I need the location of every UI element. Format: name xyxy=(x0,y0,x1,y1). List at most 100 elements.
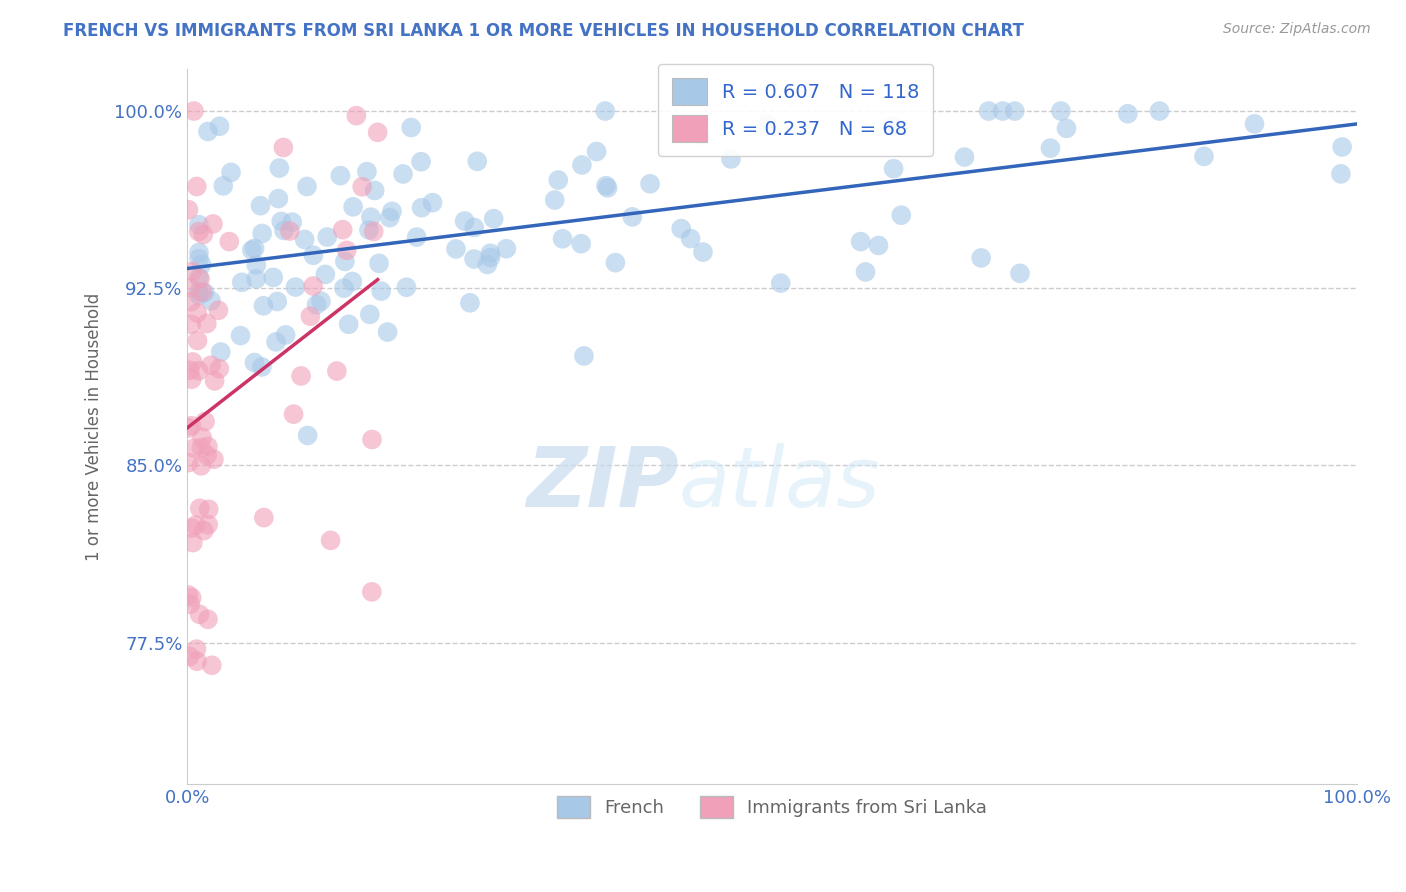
Point xyxy=(297,428,319,442)
Point xyxy=(305,298,328,312)
Point xyxy=(336,244,359,258)
Point xyxy=(197,124,219,138)
Point xyxy=(991,103,1014,118)
Point xyxy=(187,364,209,378)
Point xyxy=(605,255,627,269)
Point xyxy=(212,178,235,193)
Point xyxy=(453,214,475,228)
Point xyxy=(720,152,742,166)
Point xyxy=(188,501,211,516)
Point xyxy=(1330,167,1353,181)
Point xyxy=(593,103,616,118)
Point xyxy=(195,317,218,331)
Point xyxy=(551,232,574,246)
Point xyxy=(883,161,905,176)
Point xyxy=(187,225,209,239)
Point xyxy=(344,109,367,123)
Point xyxy=(180,294,202,309)
Y-axis label: 1 or more Vehicles in Household: 1 or more Vehicles in Household xyxy=(86,293,103,560)
Point xyxy=(405,230,427,244)
Point xyxy=(444,242,467,256)
Point xyxy=(188,285,211,299)
Point xyxy=(333,254,356,268)
Point xyxy=(890,208,912,222)
Point xyxy=(186,654,208,668)
Point xyxy=(180,521,202,535)
Point xyxy=(188,252,211,266)
Point xyxy=(183,103,205,118)
Point xyxy=(463,252,485,266)
Point xyxy=(572,349,595,363)
Point xyxy=(200,359,222,373)
Point xyxy=(621,210,644,224)
Point xyxy=(361,433,384,447)
Point xyxy=(755,117,778,131)
Point xyxy=(250,359,273,374)
Point xyxy=(186,179,208,194)
Text: FRENCH VS IMMIGRANTS FROM SRI LANKA 1 OR MORE VEHICLES IN HOUSEHOLD CORRELATION : FRENCH VS IMMIGRANTS FROM SRI LANKA 1 OR… xyxy=(63,22,1024,40)
Point xyxy=(201,658,224,673)
Point xyxy=(465,154,488,169)
Point xyxy=(193,227,215,242)
Point xyxy=(409,154,432,169)
Point xyxy=(180,591,202,605)
Point xyxy=(231,275,253,289)
Point xyxy=(179,649,201,664)
Point xyxy=(319,533,342,548)
Point xyxy=(184,518,207,533)
Point xyxy=(395,280,418,294)
Point xyxy=(316,230,339,244)
Point xyxy=(689,128,711,142)
Point xyxy=(363,184,385,198)
Point xyxy=(356,164,378,178)
Point xyxy=(342,275,364,289)
Point xyxy=(197,517,219,532)
Point xyxy=(302,248,325,262)
Point xyxy=(1243,117,1265,131)
Point xyxy=(477,257,499,271)
Point xyxy=(243,355,266,369)
Point xyxy=(381,204,404,219)
Point xyxy=(1192,149,1215,163)
Point xyxy=(669,221,692,235)
Point xyxy=(849,235,872,249)
Point xyxy=(953,150,976,164)
Point xyxy=(202,452,225,467)
Point xyxy=(970,251,993,265)
Point xyxy=(357,223,380,237)
Point xyxy=(191,430,214,444)
Point xyxy=(181,535,204,549)
Point xyxy=(200,293,222,308)
Point xyxy=(495,242,517,256)
Point xyxy=(352,179,374,194)
Point xyxy=(544,193,567,207)
Point xyxy=(585,145,607,159)
Point xyxy=(181,264,204,278)
Point xyxy=(458,295,481,310)
Point xyxy=(302,279,325,293)
Point xyxy=(204,374,226,388)
Point xyxy=(294,232,316,246)
Text: Source: ZipAtlas.com: Source: ZipAtlas.com xyxy=(1223,22,1371,37)
Point xyxy=(269,161,291,175)
Point xyxy=(266,294,288,309)
Point xyxy=(370,284,392,298)
Point xyxy=(219,165,242,179)
Point xyxy=(181,355,204,369)
Point xyxy=(1331,140,1354,154)
Point xyxy=(207,303,229,318)
Point xyxy=(186,642,208,657)
Point xyxy=(180,317,202,331)
Point xyxy=(274,327,297,342)
Point xyxy=(273,140,295,154)
Point xyxy=(245,272,267,286)
Point xyxy=(1056,121,1078,136)
Point xyxy=(253,510,276,524)
Point xyxy=(377,325,399,339)
Point xyxy=(209,345,232,359)
Point xyxy=(177,588,200,602)
Text: atlas: atlas xyxy=(679,443,880,524)
Point xyxy=(267,192,290,206)
Point xyxy=(692,245,714,260)
Point xyxy=(201,217,224,231)
